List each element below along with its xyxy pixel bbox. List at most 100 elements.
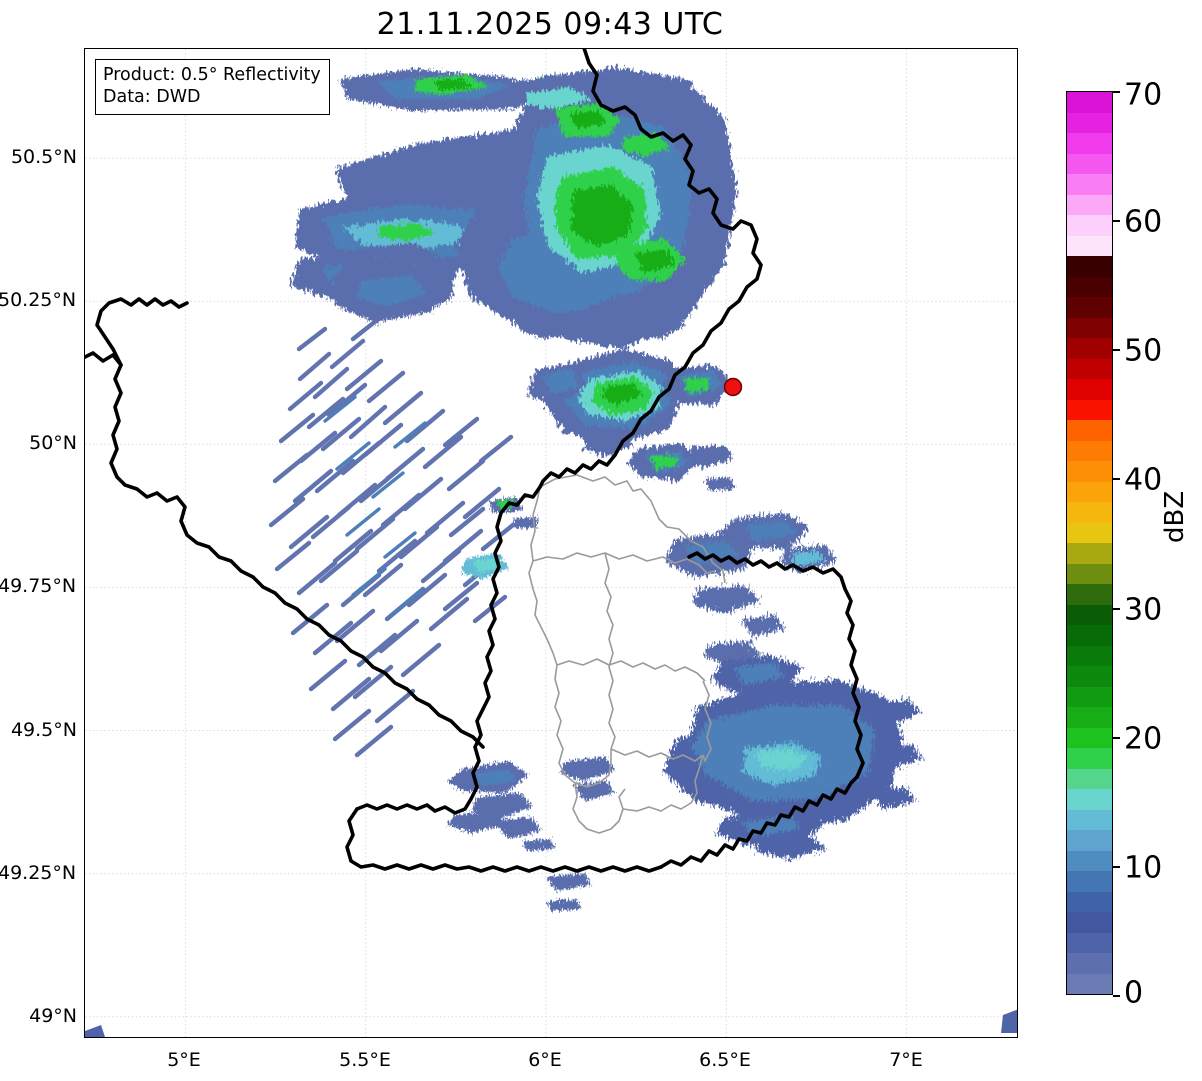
y-tickmark (84, 874, 85, 875)
radar-echo-layer (85, 67, 1017, 1037)
colorbar-band (1067, 604, 1112, 625)
y-tickmark (84, 731, 85, 732)
colorbar-tickmark (1113, 220, 1120, 222)
colorbar-band (1067, 215, 1112, 236)
colorbar-band (1067, 338, 1112, 359)
colorbar-band (1067, 276, 1112, 297)
colorbar-band (1067, 358, 1112, 379)
x-tickmark (726, 1037, 727, 1038)
colorbar-band (1067, 133, 1112, 154)
radar-site-marker[interactable] (723, 377, 743, 397)
colorbar-band (1067, 461, 1112, 482)
colorbar-band (1067, 174, 1112, 195)
x-tickmark (185, 1037, 186, 1038)
colorbar-band (1067, 584, 1112, 605)
colorbar-band (1067, 256, 1112, 277)
colorbar-band (1067, 953, 1112, 974)
echo-southeast-band (663, 655, 923, 859)
colorbar-band (1067, 830, 1112, 851)
y-tick-label-0: 50.5°N (10, 146, 77, 168)
x-tickmark (546, 1037, 547, 1038)
colorbar-band (1067, 297, 1112, 318)
colorbar-band (1067, 112, 1112, 133)
colorbar-label-20: 20 (1124, 721, 1163, 757)
colorbar-tickmark (1113, 349, 1120, 351)
colorbar-title: dBZ (1160, 490, 1190, 543)
colorbar-band (1067, 891, 1112, 912)
echo-clutter-cyan (461, 553, 509, 579)
annotation-data: Data: DWD (103, 87, 201, 108)
echo-corner-speck (85, 1009, 1017, 1037)
colorbar-band (1067, 871, 1112, 892)
colorbar-band (1067, 379, 1112, 400)
y-tick-label-1: 50.25°N (0, 289, 77, 311)
x-tickmark (907, 1037, 908, 1038)
x-tick-label-1: 5.5°E (339, 1049, 391, 1071)
colorbar[interactable] (1066, 91, 1113, 995)
colorbar-band (1067, 666, 1112, 687)
annotation-product: Product: 0.5° Reflectivity (103, 65, 321, 85)
colorbar-tickmark (1113, 737, 1120, 739)
x-tick-label-4: 7°E (889, 1049, 923, 1071)
y-tickmark (84, 301, 85, 302)
colorbar-label-60: 60 (1124, 204, 1163, 240)
colorbar-tickmark (1113, 866, 1120, 868)
colorbar-band (1067, 625, 1112, 646)
colorbar-band (1067, 92, 1112, 113)
colorbar-band (1067, 645, 1112, 666)
colorbar-band (1067, 153, 1112, 174)
y-tick-label-2: 50°N (29, 432, 77, 454)
y-tickmark (84, 444, 85, 445)
colorbar-band (1067, 563, 1112, 584)
colorbar-band (1067, 502, 1112, 523)
colorbar-tickmark (1113, 608, 1120, 610)
y-tick-label-6: 49°N (29, 1005, 77, 1027)
colorbar-tickmark (1113, 995, 1120, 997)
map-plot-area[interactable]: Product: 0.5° Reflectivity Data: DWD (84, 48, 1018, 1038)
colorbar-band (1067, 399, 1112, 420)
colorbar-label-40: 40 (1124, 462, 1163, 498)
y-tick-label-3: 49.75°N (0, 575, 77, 597)
colorbar-label-50: 50 (1124, 333, 1163, 369)
echo-south-scatter (447, 757, 615, 911)
colorbar-band (1067, 481, 1112, 502)
y-tickmark (84, 158, 85, 159)
y-tickmark (84, 587, 85, 588)
colorbar-tickmark (1113, 91, 1120, 93)
y-tick-label-5: 49.25°N (0, 862, 77, 884)
colorbar-band (1067, 727, 1112, 748)
radar-map-svg (85, 49, 1017, 1037)
colorbar-band (1067, 707, 1112, 728)
echo-eifel-cluster (527, 349, 733, 481)
colorbar-band (1067, 768, 1112, 789)
internal-boundaries (528, 474, 726, 834)
colorbar-band (1067, 543, 1112, 564)
echo-lux-east (665, 513, 837, 665)
echo-nw-lower-blob (335, 261, 441, 323)
national-borders (85, 49, 865, 873)
x-tick-label-0: 5°E (167, 1049, 201, 1071)
y-tickmark (84, 1017, 85, 1018)
colorbar-band (1067, 194, 1112, 215)
colorbar-band (1067, 317, 1112, 338)
colorbar-band (1067, 420, 1112, 441)
colorbar-label-70: 70 (1124, 77, 1163, 113)
colorbar-band (1067, 973, 1112, 994)
y-tick-label-4: 49.5°N (10, 719, 77, 741)
colorbar-label-30: 30 (1124, 592, 1163, 628)
colorbar-band (1067, 932, 1112, 953)
colorbar-band (1067, 686, 1112, 707)
colorbar-band (1067, 522, 1112, 543)
colorbar-band (1067, 809, 1112, 830)
page-title: 21.11.2025 09:43 UTC (376, 7, 724, 42)
x-tick-label-2: 6°E (528, 1049, 562, 1071)
colorbar-tickmark (1113, 478, 1120, 480)
x-tickmark (366, 1037, 367, 1038)
colorbar-label-0: 0 (1124, 975, 1144, 1011)
colorbar-band (1067, 748, 1112, 769)
colorbar-band (1067, 912, 1112, 933)
annotation-box: Product: 0.5° Reflectivity Data: DWD (95, 59, 330, 115)
colorbar-band (1067, 789, 1112, 810)
echo-west-clutter (268, 314, 516, 758)
